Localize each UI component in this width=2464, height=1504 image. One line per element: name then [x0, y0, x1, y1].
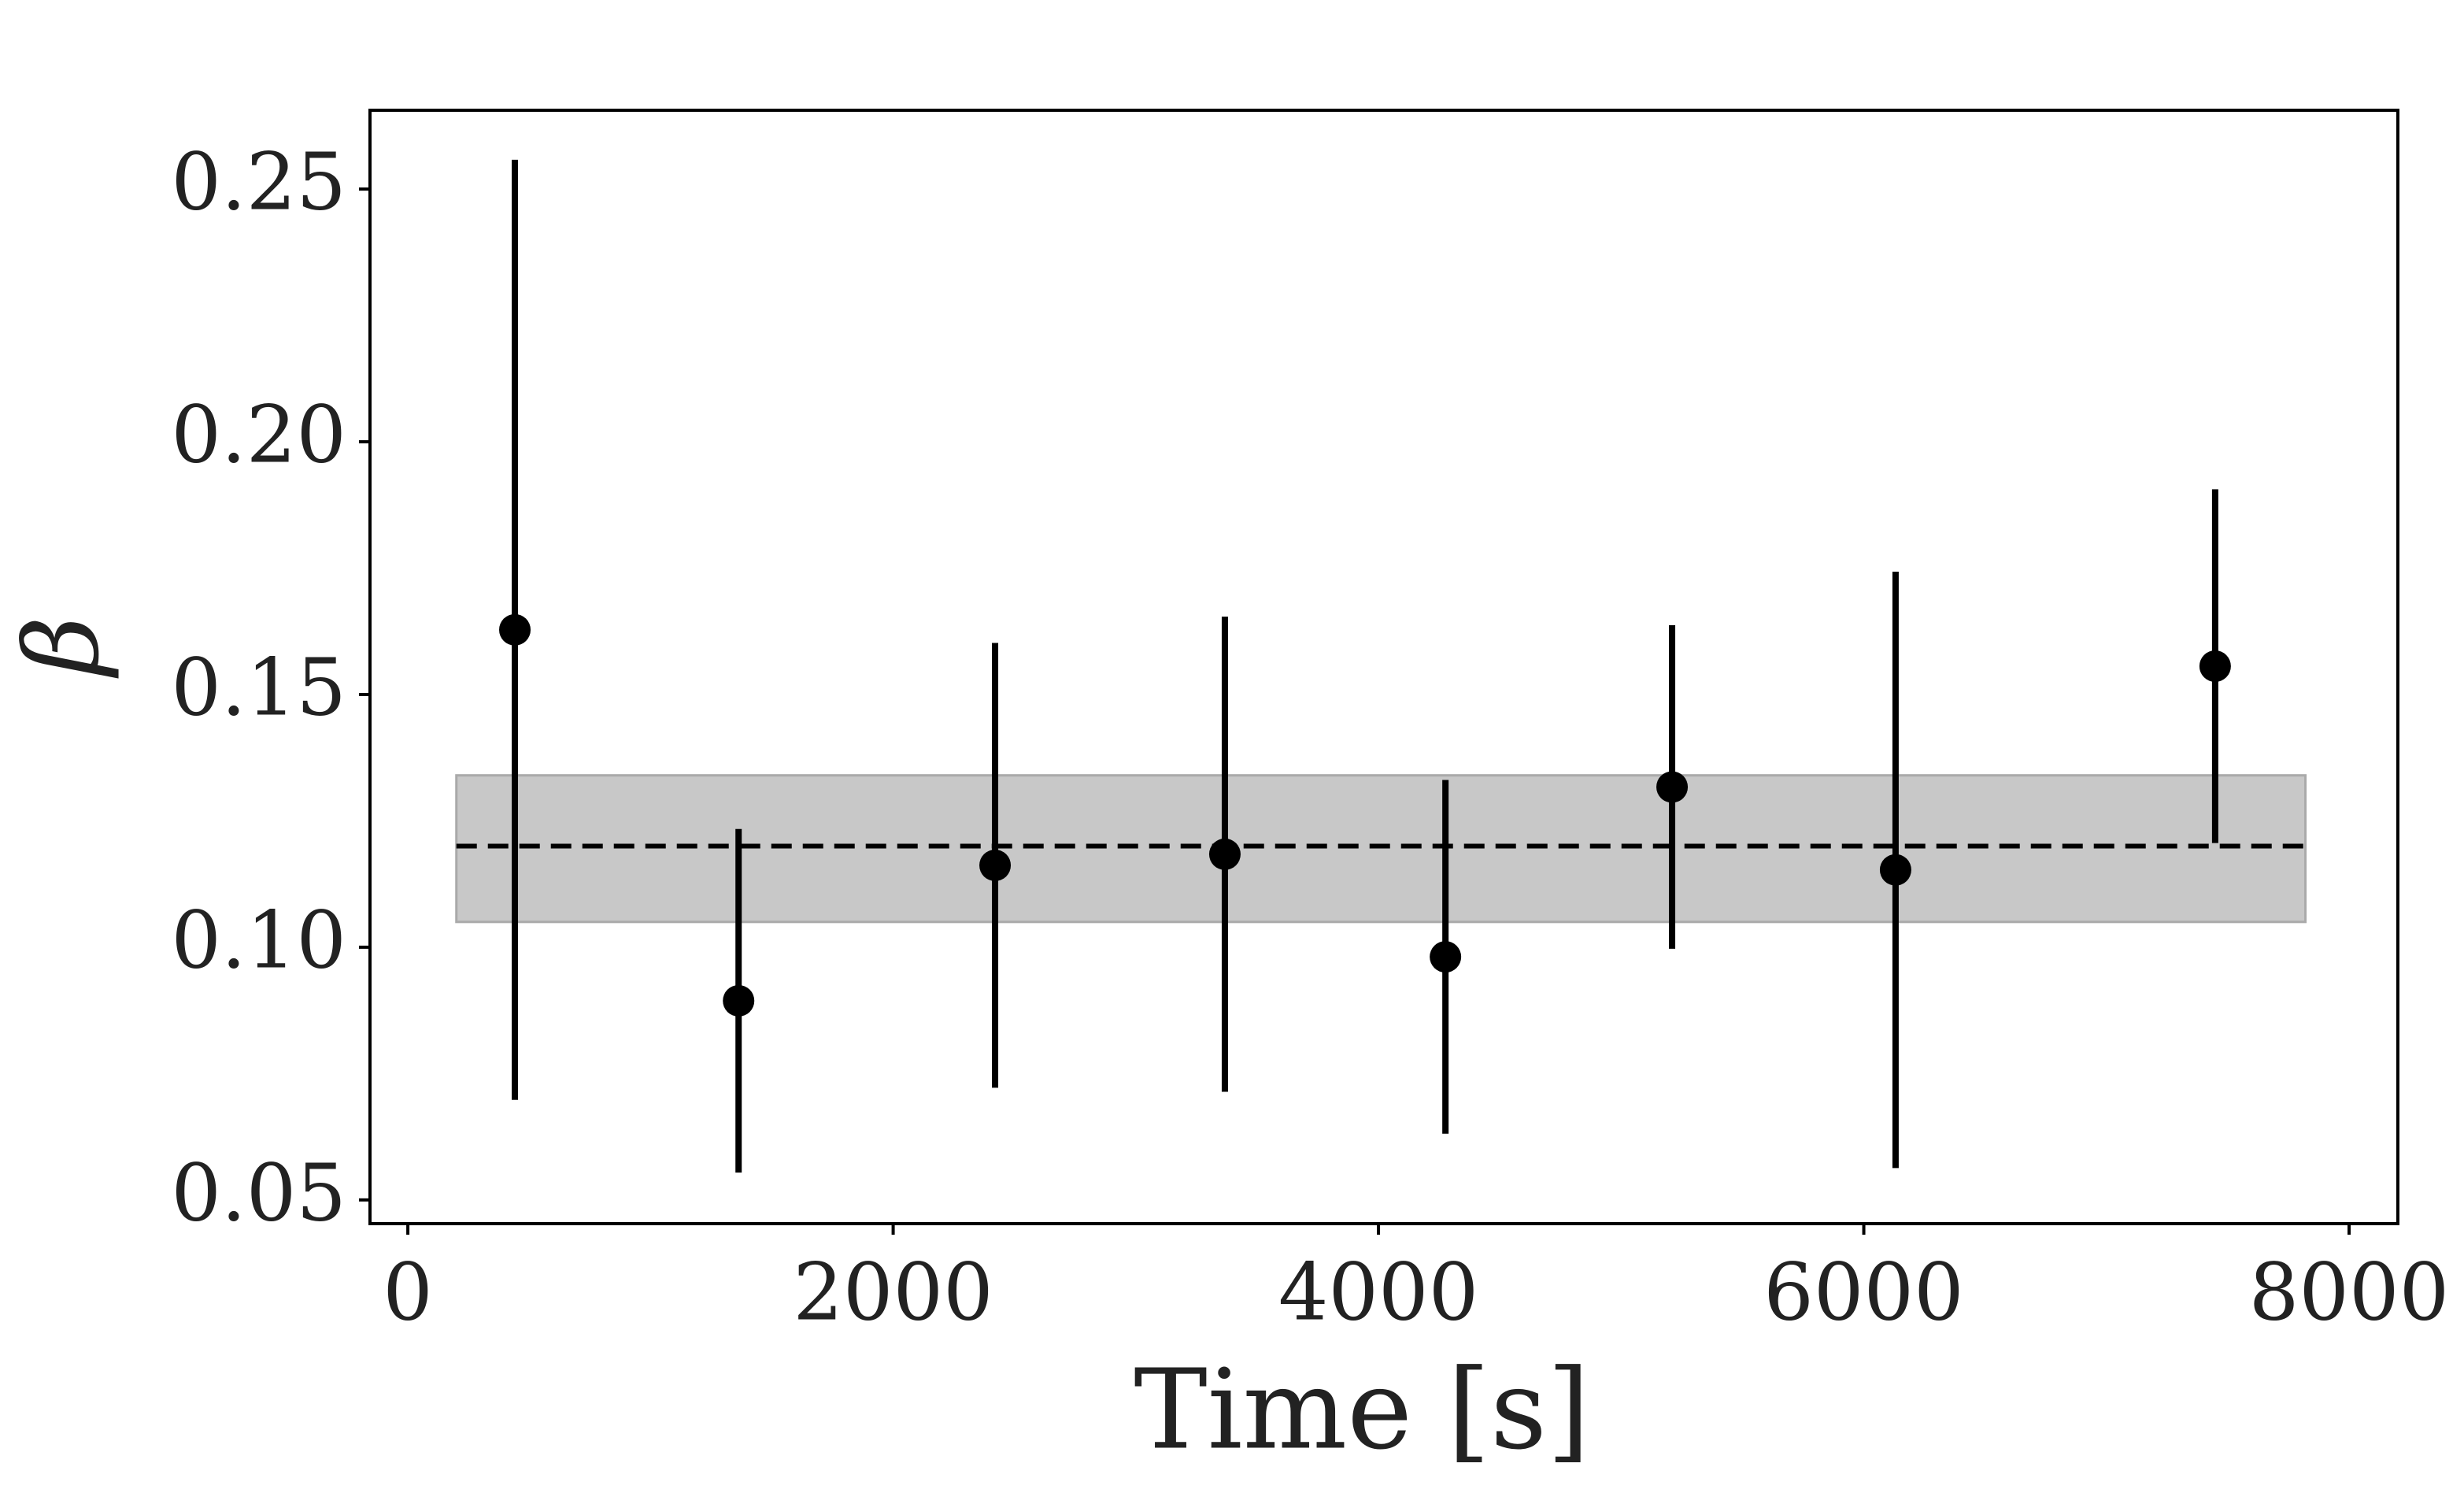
x-axis-label: Time [s]	[1134, 1347, 1589, 1475]
y-tick-label: 0.10	[171, 895, 346, 987]
plot-frame	[368, 109, 2399, 1225]
y-axis-label: β	[2, 616, 122, 679]
x-tick-label: 8000	[2249, 1247, 2450, 1339]
data-point	[1208, 838, 1241, 870]
x-tick-label: 4000	[1278, 1247, 1479, 1339]
data-point	[2199, 650, 2231, 683]
data-point	[1879, 854, 1911, 886]
data-point	[1656, 771, 1689, 803]
confidence-band	[455, 774, 2307, 924]
y-tick-label: 0.25	[171, 136, 346, 228]
data-point	[1430, 941, 1462, 973]
x-tick-label: 0	[383, 1247, 433, 1339]
y-tick-label: 0.05	[171, 1147, 346, 1239]
x-tick-label: 6000	[1763, 1247, 1964, 1339]
y-tick-label: 0.20	[171, 389, 346, 481]
x-tick-label: 2000	[793, 1247, 993, 1339]
data-point	[723, 984, 755, 1017]
y-tick-label: 0.15	[171, 642, 346, 734]
data-point	[499, 613, 531, 646]
data-point	[979, 849, 1012, 881]
